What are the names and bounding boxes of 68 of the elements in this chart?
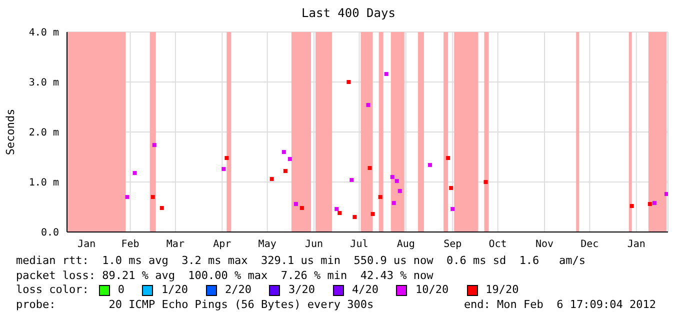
legend-label: 2/20 — [224, 283, 252, 298]
legend-label: 1/20 — [161, 283, 188, 298]
point — [484, 180, 488, 184]
text: packet loss: 89.21 % avg 100.00 % max 7.26 % min 42.43 % now — [16, 268, 434, 283]
x-tick-label: Aug — [396, 239, 415, 250]
point — [648, 202, 652, 206]
text: end: Mon Feb 6 17:09:04 2012 — [464, 298, 656, 312]
point — [630, 204, 634, 208]
point — [390, 175, 394, 179]
x-tick-label: Oct — [488, 239, 507, 250]
legend-label: 4/20 — [352, 283, 378, 298]
y-tick-label: 3.0 m — [28, 78, 59, 89]
point — [350, 178, 354, 182]
x-tick-label: Dec — [580, 239, 599, 250]
point — [428, 163, 432, 167]
legend-label: 0 — [118, 283, 124, 298]
point — [384, 72, 388, 76]
point — [450, 207, 455, 211]
point — [294, 202, 298, 206]
point — [160, 206, 164, 210]
point — [132, 171, 137, 175]
x-tick-label: Jun — [304, 239, 324, 250]
point — [449, 186, 454, 190]
y-axis-title: Seconds — [4, 108, 17, 156]
x-tick-label: Mar — [166, 239, 184, 250]
point — [224, 156, 229, 160]
legend-label: 3/20 — [288, 283, 315, 298]
legend-label: 10/20 — [415, 283, 449, 298]
point — [338, 211, 342, 215]
point — [378, 195, 382, 199]
point — [283, 169, 288, 173]
y-tick-label: 2.0 m — [28, 128, 59, 139]
point — [152, 143, 156, 147]
x-tick-label: May — [258, 239, 276, 250]
y-tick-label: 1.0 m — [28, 178, 59, 189]
point — [346, 80, 351, 84]
x-tick-label: Sep — [444, 239, 462, 250]
point — [270, 177, 274, 181]
point — [366, 103, 370, 107]
chart-title: Last 400 Days — [300, 6, 396, 20]
point — [282, 150, 286, 154]
text: median rtt: 1.0 ms avg 3.2 ms max 329.1 us min 550.9 us now 0.6 ms sd 1.6 am/s — [16, 254, 587, 268]
x-tick-label: Jul — [350, 239, 368, 250]
text: probe: 20 ICMP Echo Pings (56 Bytes) every 300s — [16, 298, 374, 312]
point — [370, 212, 375, 216]
point — [150, 195, 155, 199]
point — [394, 179, 399, 183]
y-tick-label: 0.0 — [40, 228, 59, 239]
x-tick-label: Nov — [535, 239, 554, 250]
x-tick-label: Feb — [121, 239, 140, 250]
legend-title: loss color: — [16, 283, 89, 298]
point — [446, 156, 450, 160]
x-tick-label: Jan — [78, 239, 96, 250]
point — [352, 215, 357, 219]
point — [288, 157, 292, 161]
point — [300, 206, 304, 210]
point — [652, 201, 656, 205]
x-tick-label: Jan — [627, 239, 646, 250]
point — [125, 195, 130, 199]
x-tick-label: Apr — [213, 239, 232, 250]
legend-label: 19/20 — [486, 283, 519, 298]
point — [392, 201, 396, 205]
y-tick-label: 4.0 m — [28, 28, 59, 39]
point — [664, 192, 668, 196]
point — [398, 189, 402, 193]
point — [368, 166, 372, 170]
point — [222, 167, 226, 171]
point — [334, 207, 339, 211]
